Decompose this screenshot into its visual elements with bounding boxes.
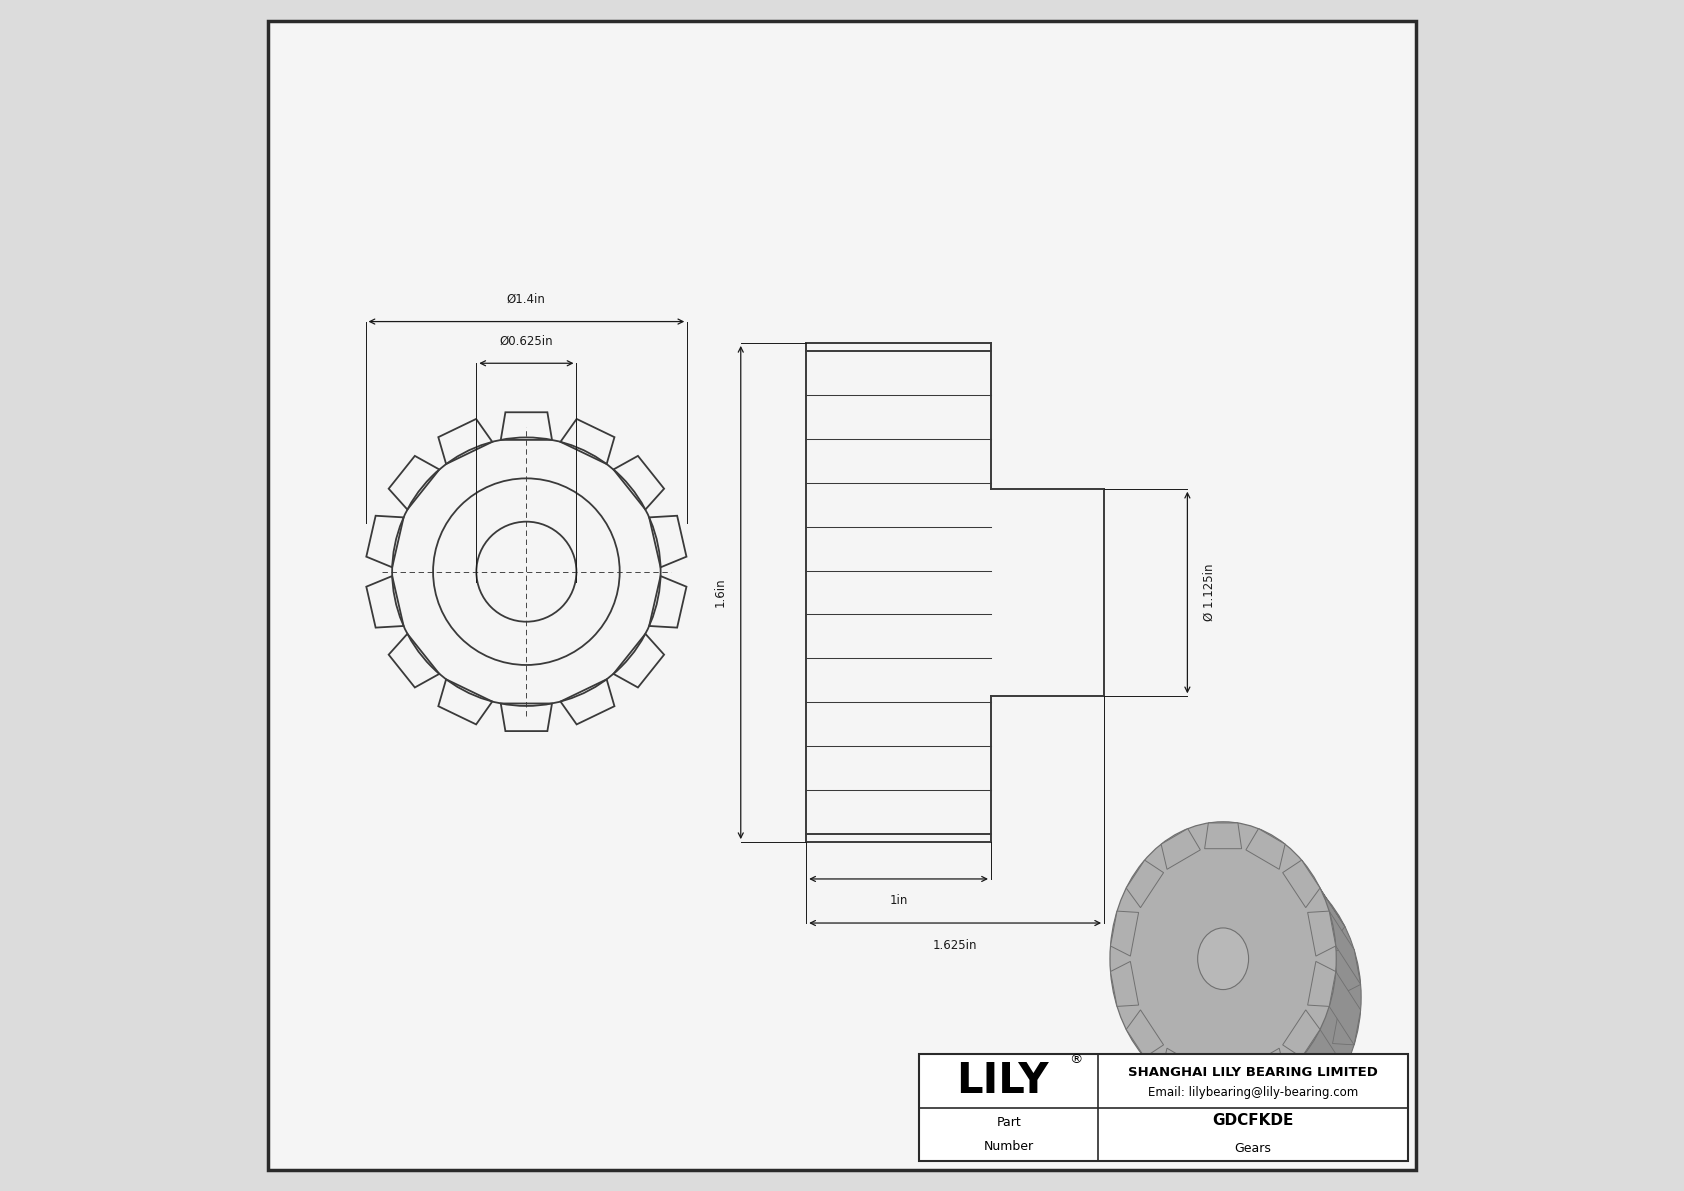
Polygon shape — [1329, 972, 1361, 1045]
Polygon shape — [1308, 911, 1335, 956]
Polygon shape — [1229, 861, 1266, 887]
Polygon shape — [1152, 1048, 1189, 1096]
Polygon shape — [1229, 1108, 1266, 1133]
Polygon shape — [1162, 829, 1201, 869]
Polygon shape — [1135, 1000, 1164, 1045]
Polygon shape — [1302, 860, 1346, 927]
Text: 1in: 1in — [889, 894, 908, 908]
Polygon shape — [1209, 1095, 1263, 1133]
Polygon shape — [1307, 1048, 1346, 1096]
Polygon shape — [1271, 867, 1310, 908]
Polygon shape — [1332, 1000, 1361, 1045]
Text: 1.625in: 1.625in — [933, 939, 977, 952]
Ellipse shape — [1197, 928, 1248, 990]
Ellipse shape — [1110, 822, 1337, 1096]
Text: GDCFKDE: GDCFKDE — [1212, 1112, 1293, 1128]
Bar — [919, 1054, 1408, 1161]
Text: LILY: LILY — [957, 1060, 1049, 1102]
Text: Gears: Gears — [1234, 1142, 1271, 1155]
Text: Ø1.4in: Ø1.4in — [507, 293, 546, 306]
Polygon shape — [1204, 1068, 1241, 1095]
Polygon shape — [1246, 829, 1285, 869]
Polygon shape — [1283, 860, 1320, 908]
Polygon shape — [1162, 1048, 1201, 1089]
Text: Ø 1.125in: Ø 1.125in — [1202, 563, 1216, 622]
Text: Ø0.625in: Ø0.625in — [500, 335, 554, 348]
Polygon shape — [1307, 898, 1346, 946]
Polygon shape — [1258, 1073, 1310, 1128]
Polygon shape — [1110, 961, 1138, 1006]
Polygon shape — [1186, 1086, 1226, 1128]
Polygon shape — [1186, 867, 1226, 908]
Polygon shape — [1329, 911, 1361, 985]
Polygon shape — [1283, 1010, 1320, 1058]
Polygon shape — [1246, 1048, 1285, 1089]
Polygon shape — [1271, 1086, 1310, 1128]
Ellipse shape — [1135, 860, 1361, 1134]
Polygon shape — [1308, 961, 1335, 1006]
Text: Number: Number — [983, 1140, 1034, 1153]
Text: SHANGHAI LILY BEARING LIMITED: SHANGHAI LILY BEARING LIMITED — [1128, 1066, 1378, 1079]
Polygon shape — [1110, 911, 1138, 956]
Polygon shape — [1209, 823, 1263, 861]
Text: Email: lilybearing@lily-bearing.com: Email: lilybearing@lily-bearing.com — [1148, 1086, 1357, 1099]
Polygon shape — [1204, 823, 1241, 849]
Polygon shape — [1302, 1029, 1346, 1096]
Polygon shape — [1127, 1010, 1164, 1058]
Polygon shape — [1127, 860, 1164, 908]
Polygon shape — [1258, 829, 1310, 883]
Bar — [919, 1054, 1408, 1161]
Polygon shape — [1135, 949, 1164, 994]
Polygon shape — [1332, 949, 1361, 994]
Text: ®: ® — [1069, 1053, 1083, 1066]
Polygon shape — [1152, 898, 1189, 946]
Text: 1.6in: 1.6in — [714, 578, 726, 607]
Text: Part: Part — [997, 1116, 1021, 1129]
